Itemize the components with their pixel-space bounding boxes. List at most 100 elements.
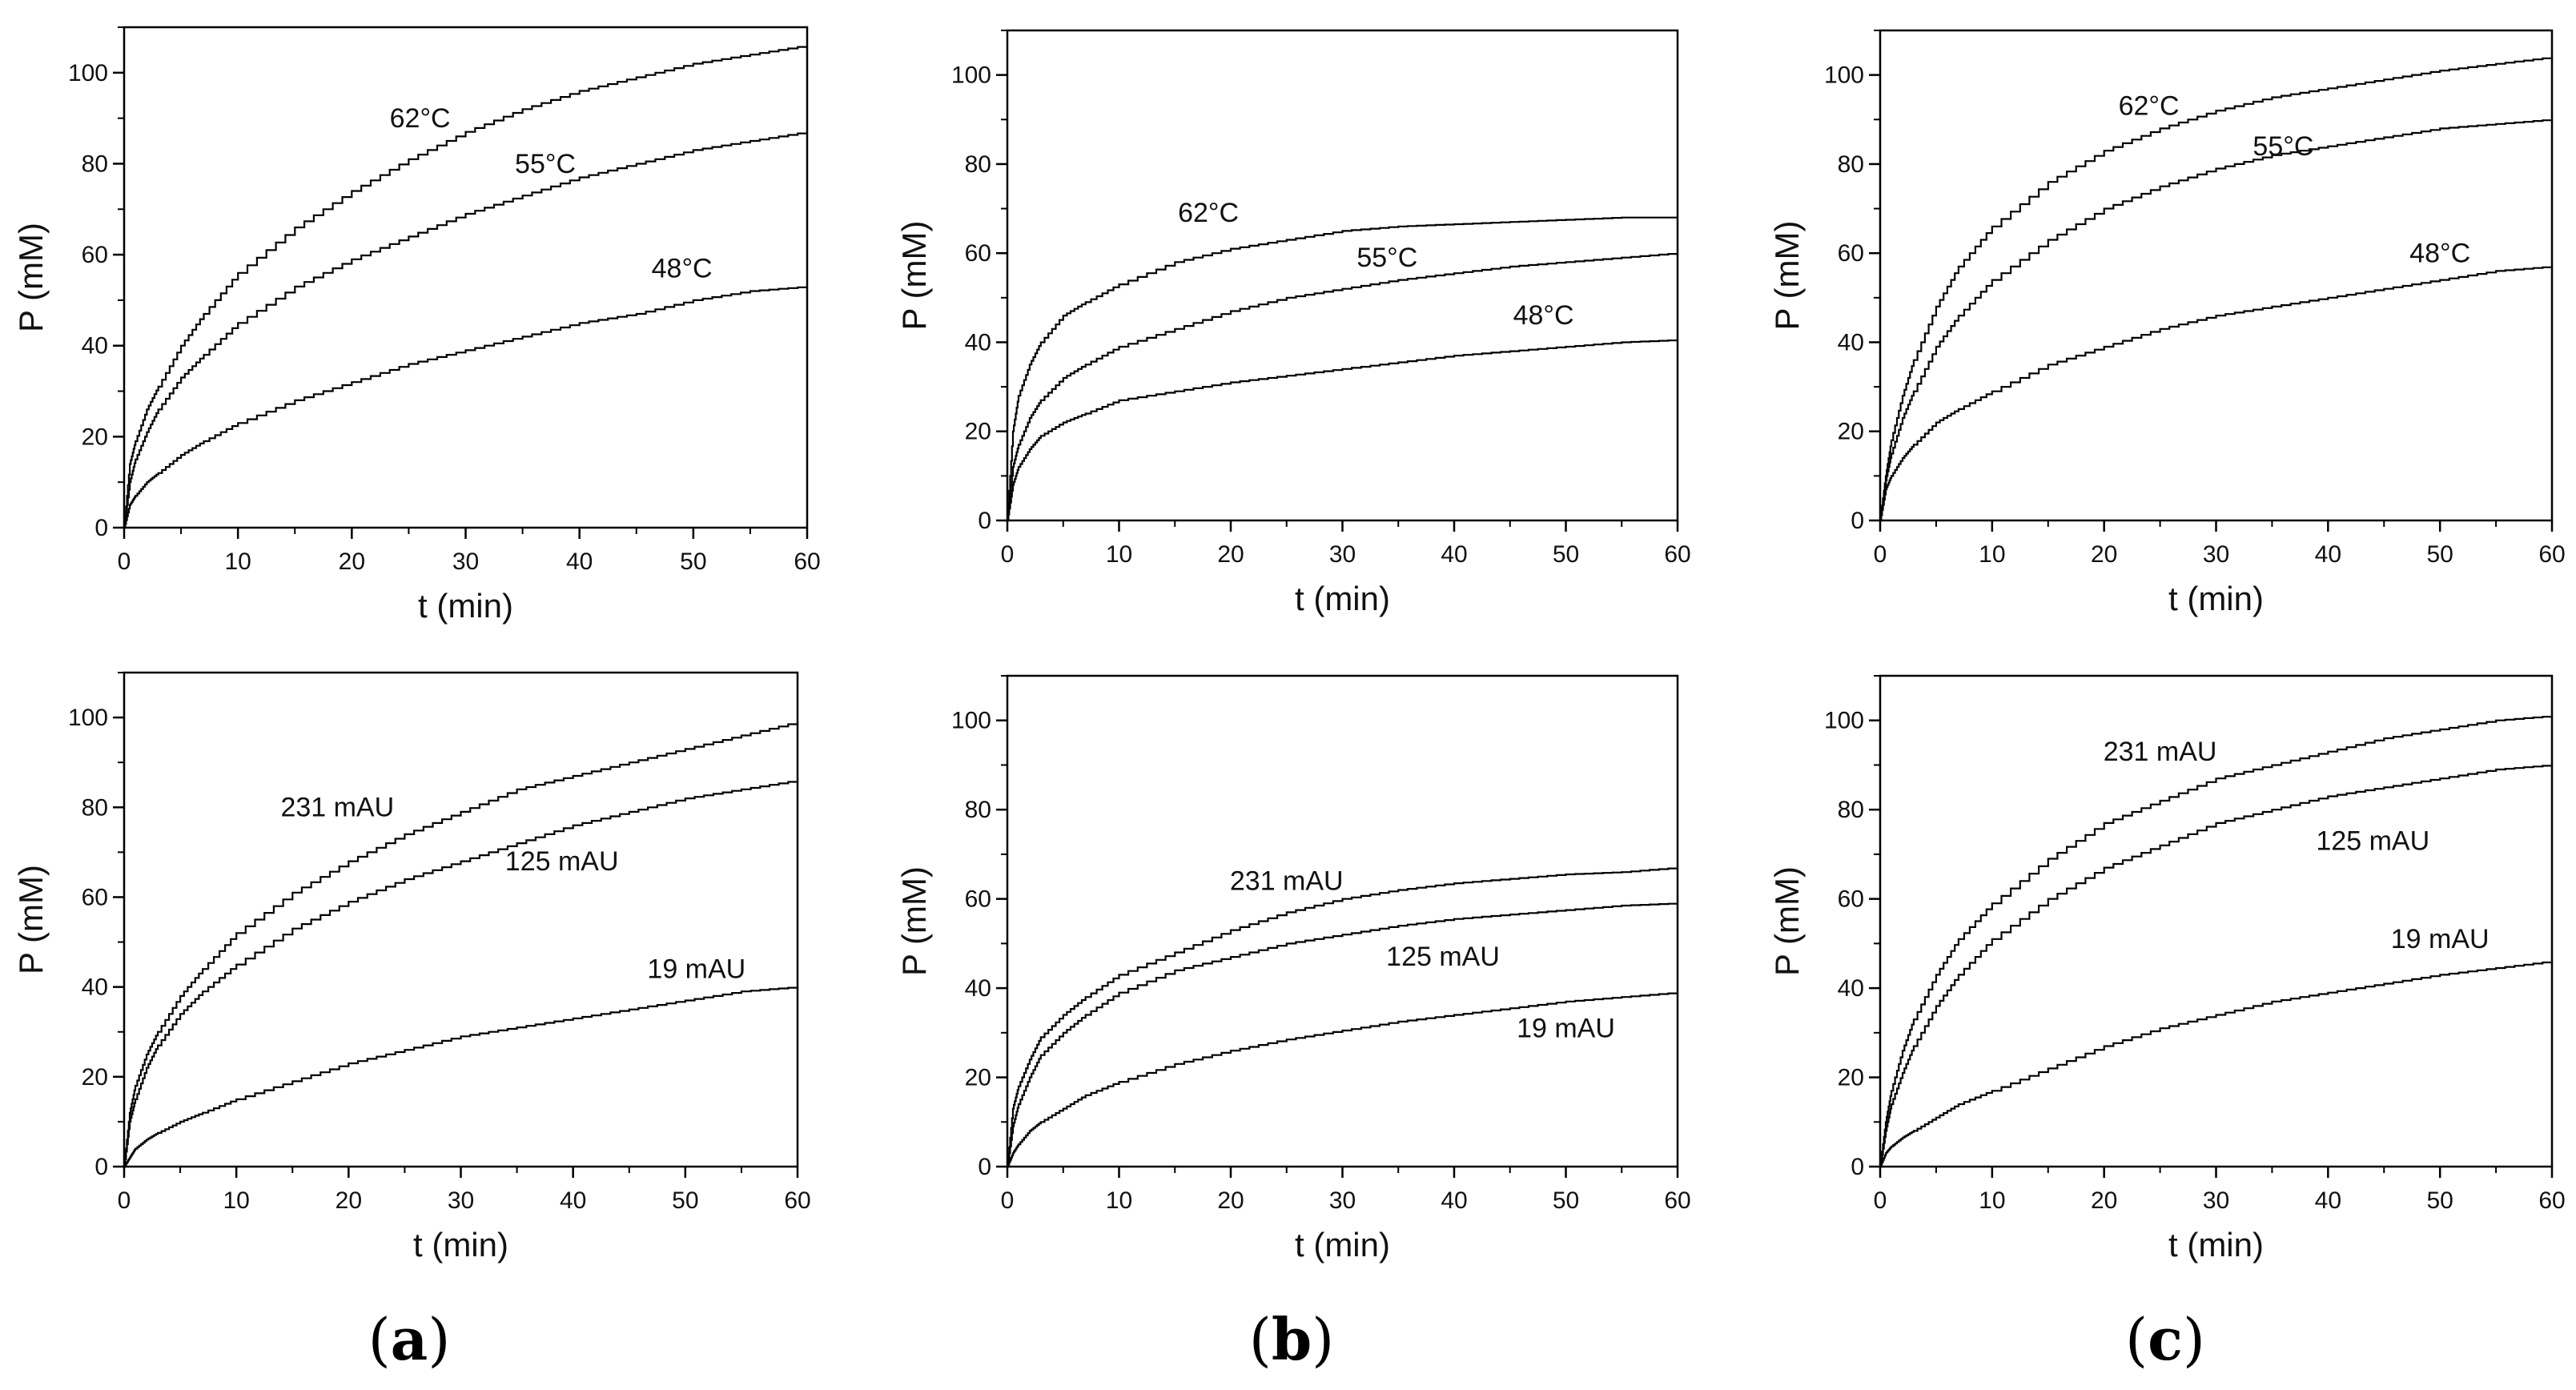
series-line [1880, 961, 2554, 1168]
series-label: 125 mAU [1386, 942, 1500, 972]
y-tick-label: 20 [82, 424, 108, 450]
y-tick-label: 80 [82, 151, 108, 177]
series-line [1007, 902, 1679, 1168]
x-tick-label: 20 [2091, 541, 2117, 568]
y-tick-label: 100 [68, 705, 108, 731]
plot-frame [1006, 29, 1679, 522]
x-tick-label: 60 [784, 1187, 810, 1214]
y-tick-label: 20 [1838, 419, 1864, 445]
series-line [1880, 57, 2554, 522]
y-axis-title: P (mM) [12, 223, 50, 332]
series-label: 55°C [2252, 131, 2313, 162]
x-tick-label: 0 [1001, 541, 1015, 568]
y-tick-label: 100 [68, 60, 108, 86]
x-tick-label: 30 [1329, 541, 1356, 568]
x-tick-label: 30 [448, 1187, 474, 1214]
y-tick-label: 60 [965, 240, 991, 267]
panel-label-c: (c) [2124, 1305, 2206, 1373]
series-label: 62°C [2119, 91, 2180, 122]
y-axis-title: P (mM) [895, 866, 933, 976]
y-axis-title: P (mM) [1768, 866, 1806, 976]
series-label: 62°C [390, 103, 451, 134]
chart-c-bottom: 0 10 20 30 40 50 60 0 20 40 60 80 100 t (min) P (mM) 23… [1768, 674, 2566, 1263]
x-tick-label: 50 [2426, 541, 2453, 568]
x-tick-label: 40 [1441, 541, 1467, 568]
y-axis-title: P (mM) [12, 865, 50, 974]
series-line [1007, 253, 1679, 522]
x-tick-label: 40 [560, 1187, 586, 1214]
x-tick-label: 40 [566, 548, 593, 575]
x-axis-title: t (min) [413, 1226, 508, 1263]
x-tick-label: 30 [2203, 541, 2229, 568]
y-tick-label: 0 [94, 515, 108, 541]
y-tick-label: 100 [951, 62, 991, 89]
y-tick-label: 60 [82, 884, 108, 910]
x-tick-label: 20 [1217, 541, 1244, 568]
x-tick-label: 20 [339, 548, 365, 575]
y-tick-label: 40 [82, 974, 108, 1001]
series-line [1880, 716, 2554, 1168]
y-tick-label: 0 [94, 1154, 108, 1180]
y-tick-label: 20 [82, 1064, 108, 1091]
y-tick-label: 40 [1838, 329, 1864, 356]
panel-label-a: (a) [368, 1305, 451, 1373]
panel-label-b: (b) [1248, 1305, 1335, 1373]
series-label: 62°C [1178, 198, 1239, 228]
y-tick-label: 20 [1838, 1065, 1864, 1091]
series-line [1880, 765, 2554, 1168]
series-line [124, 780, 799, 1168]
x-tick-label: 20 [2091, 1187, 2117, 1214]
x-tick-label: 50 [672, 1187, 698, 1214]
chart-c-top: 0 10 20 30 40 50 60 0 20 40 60 80 100 t (min) P (mM) 62… [1768, 29, 2566, 617]
y-tick-label: 0 [1851, 508, 1864, 534]
series-label: 48°C [652, 254, 713, 284]
y-tick-label: 40 [82, 333, 108, 360]
x-tick-label: 20 [1217, 1187, 1244, 1214]
series-line [1880, 266, 2554, 522]
x-tick-label: 0 [118, 548, 131, 575]
x-tick-label: 60 [2538, 1187, 2565, 1214]
y-tick-label: 100 [1824, 708, 1864, 734]
x-tick-label: 10 [1979, 541, 2005, 568]
series-label: 19 mAU [647, 954, 745, 984]
x-tick-label: 10 [1979, 1187, 2005, 1214]
series-label: 125 mAU [2316, 826, 2429, 856]
x-axis-title: t (min) [2168, 1226, 2264, 1263]
x-tick-label: 30 [452, 548, 479, 575]
x-tick-label: 50 [1553, 541, 1579, 568]
series-line [124, 45, 809, 529]
series-label: 48°C [2409, 238, 2470, 268]
chart-b-top: 0 10 20 30 40 50 60 0 20 40 60 80 100 t (min) P (mM) 62… [895, 29, 1691, 617]
series-label: 231 mAU [280, 792, 394, 822]
y-tick-label: 80 [965, 151, 991, 178]
x-axis-title: t (min) [2168, 580, 2264, 617]
chart-b-bottom: 0 10 20 30 40 50 60 0 20 40 60 80 100 t (min) P (mM) 23… [895, 674, 1691, 1263]
x-tick-label: 60 [1664, 541, 1690, 568]
series-label: 19 mAU [1517, 1013, 1615, 1043]
series-label: 48°C [1513, 300, 1574, 331]
series-label: 231 mAU [2104, 737, 2217, 767]
series-line [1007, 216, 1678, 522]
x-tick-label: 50 [1553, 1187, 1579, 1214]
chart-a-top: 0 10 20 30 40 50 60 0 20 40 60 80 100 t (min) P (mM) 62… [12, 26, 821, 625]
x-tick-label: 10 [223, 1187, 249, 1214]
x-axis-title: t (min) [1295, 580, 1390, 617]
y-tick-label: 20 [965, 419, 991, 445]
x-tick-label: 0 [1001, 1187, 1015, 1214]
y-tick-label: 100 [951, 708, 991, 734]
y-tick-label: 0 [1851, 1154, 1864, 1180]
y-tick-label: 100 [1824, 62, 1864, 89]
x-tick-label: 0 [1874, 1187, 1887, 1214]
y-tick-label: 60 [1838, 240, 1864, 267]
x-tick-label: 60 [1664, 1187, 1690, 1214]
x-tick-label: 30 [2203, 1187, 2229, 1214]
y-tick-label: 0 [978, 1154, 991, 1180]
y-tick-label: 40 [1838, 975, 1864, 1002]
x-tick-label: 60 [2538, 541, 2565, 568]
series-line [124, 721, 799, 1168]
y-tick-label: 60 [1838, 886, 1864, 913]
y-tick-label: 20 [965, 1065, 991, 1091]
series-label: 55°C [515, 149, 576, 179]
plot-frame [1006, 674, 1679, 1168]
